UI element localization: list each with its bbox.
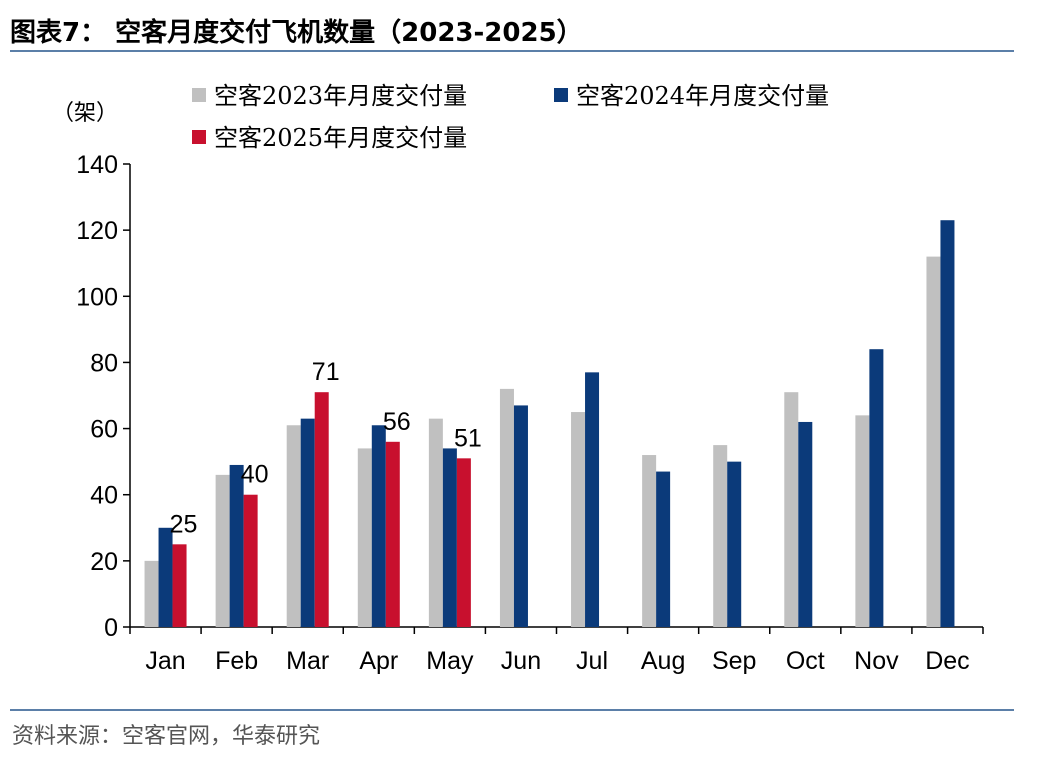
bar-3-apr xyxy=(385,441,400,627)
bar-3-jan xyxy=(172,544,187,627)
data-label-may: 51 xyxy=(454,424,482,452)
y-tick-label: 140 xyxy=(76,151,118,179)
x-tick-label: May xyxy=(426,647,474,675)
data-label-jan: 25 xyxy=(170,510,198,538)
bar-2-mar xyxy=(300,418,315,627)
y-tick-label: 40 xyxy=(90,482,118,510)
y-tick-label: 0 xyxy=(104,614,118,642)
bar-2-jul xyxy=(585,372,600,627)
bars xyxy=(144,220,955,627)
bar-1-jan xyxy=(144,560,159,627)
x-tick-label: Apr xyxy=(359,647,398,675)
y-unit-label: （架） xyxy=(52,101,118,126)
y-tick-label: 80 xyxy=(90,349,118,377)
page-title: 图表7： 空客月度交付飞机数量（2023-2025） xyxy=(10,18,583,48)
bar-2-nov xyxy=(869,349,884,627)
x-tick-label: Dec xyxy=(925,647,969,675)
bar-2-dec xyxy=(940,220,955,627)
bar-1-sep xyxy=(713,445,728,627)
bar-2-sep xyxy=(727,461,742,627)
bar-1-nov xyxy=(855,415,870,627)
bar-3-feb xyxy=(243,494,258,627)
title-divider xyxy=(10,50,1014,52)
bar-1-apr xyxy=(357,448,372,627)
bar-2-aug xyxy=(656,471,671,627)
bar-1-jun xyxy=(499,388,514,627)
legend-swatch-2 xyxy=(554,88,568,102)
x-tick-label: Mar xyxy=(286,647,329,675)
bar-1-jul xyxy=(571,412,586,627)
bar-2-may xyxy=(442,448,457,627)
legend-swatch-1 xyxy=(192,88,206,102)
data-labels: 25 40 71 56 51 xyxy=(170,358,482,538)
data-label-apr: 56 xyxy=(383,408,411,436)
x-tick-label: Oct xyxy=(786,647,825,675)
x-tick-label: Feb xyxy=(215,647,258,675)
legend-swatch-3 xyxy=(192,130,206,144)
legend-label-3: 空客2025年月度交付量 xyxy=(214,124,467,152)
x-tick-label: Jun xyxy=(501,647,541,675)
y-tick-label: 60 xyxy=(90,416,118,444)
legend-label-2: 空客2024年月度交付量 xyxy=(576,82,829,110)
x-tick-label: Sep xyxy=(712,647,756,675)
bar-1-oct xyxy=(784,392,799,627)
x-tick-label: Jul xyxy=(576,647,608,675)
bar-1-mar xyxy=(286,425,301,627)
x-tick-label: Jan xyxy=(145,647,185,675)
bar-1-feb xyxy=(215,474,230,627)
y-tick-label: 20 xyxy=(90,548,118,576)
legend-label-1: 空客2023年月度交付量 xyxy=(214,82,467,110)
source-divider xyxy=(10,709,1014,711)
bar-1-dec xyxy=(926,256,941,627)
bar-1-aug xyxy=(642,455,657,627)
data-label-mar: 71 xyxy=(312,358,340,386)
data-label-feb: 40 xyxy=(241,461,269,489)
y-tick-label: 120 xyxy=(76,217,118,245)
x-tick-label: Aug xyxy=(641,647,685,675)
x-tick-label: Nov xyxy=(854,647,899,675)
bar-2-jun xyxy=(513,405,528,627)
source-note: 资料来源：空客官网，华泰研究 xyxy=(12,724,321,749)
bar-2-jan xyxy=(158,527,173,627)
bar-2-apr xyxy=(371,425,386,627)
x-axis: Jan Feb Mar Apr May Jun Jul Aug Sep Oct Nov Dec xyxy=(129,626,984,675)
y-tick-label: 100 xyxy=(76,283,118,311)
bar-2-oct xyxy=(798,421,813,627)
bar-3-may xyxy=(456,458,471,627)
bar-3-mar xyxy=(314,392,329,627)
y-axis: 0 20 40 60 80 100 120 140 xyxy=(76,151,131,642)
bar-2-feb xyxy=(229,464,244,627)
bar-1-may xyxy=(428,418,443,627)
